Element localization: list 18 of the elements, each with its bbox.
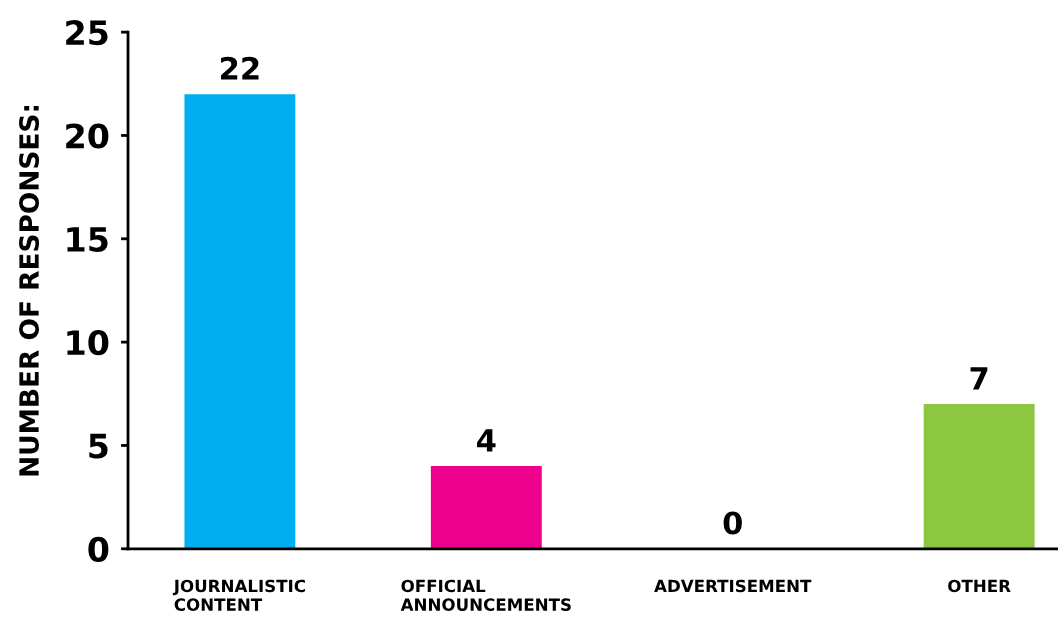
bar [923, 404, 1035, 549]
y-tick-label: 5 [89, 433, 108, 459]
data-label: 0 [723, 511, 742, 535]
y-tick-label: 25 [66, 20, 108, 46]
x-tick-label: ADVERTISEMENT [654, 579, 812, 593]
data-label: 4 [477, 429, 496, 452]
y-tick-label: 20 [66, 123, 109, 149]
y-axis-title: NUMBER OF RESPONSES: [19, 105, 40, 476]
bar [184, 94, 296, 549]
data-label: 7 [970, 367, 988, 390]
data-label: 22 [221, 56, 259, 80]
x-tick-label: OFFICIAL ANNOUNCEMENTS [400, 579, 571, 611]
y-tick-label: 10 [67, 330, 109, 356]
x-tick-label: JOURNALISTIC CONTENT [172, 579, 305, 611]
x-tick-label: OTHER [948, 579, 1011, 593]
y-tick-label: 15 [67, 227, 108, 252]
bar [430, 466, 542, 549]
y-tick-label: 0 [88, 536, 109, 562]
